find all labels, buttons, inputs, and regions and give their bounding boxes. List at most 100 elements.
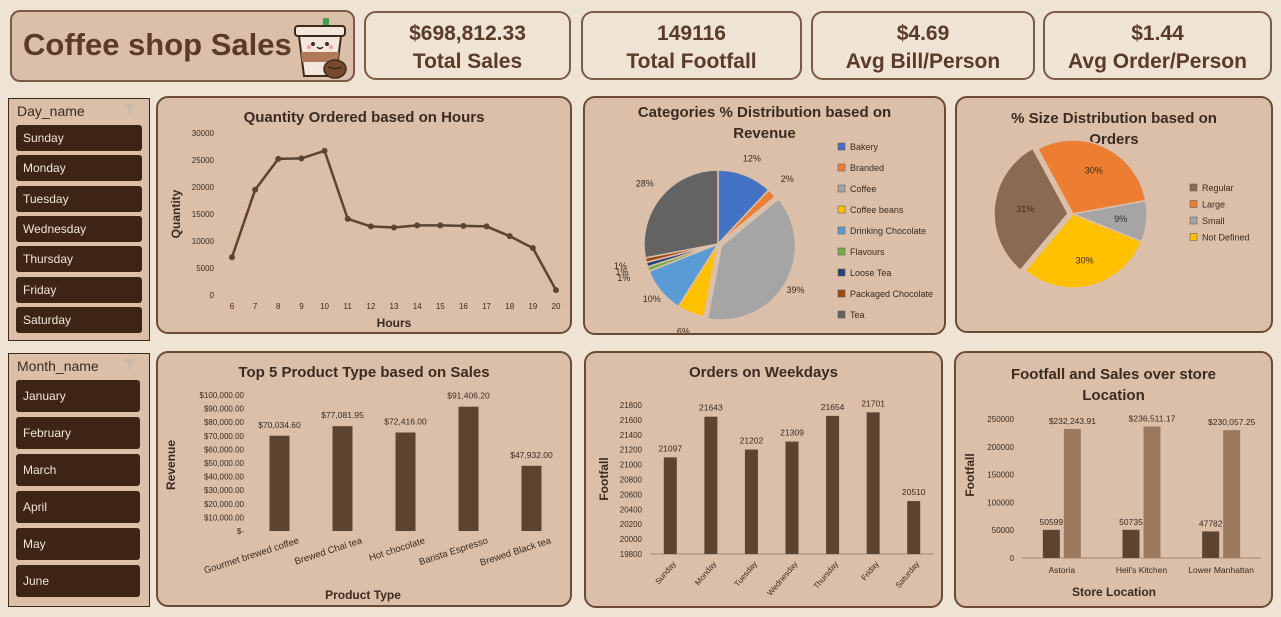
y-tick-label: 20800 [620, 476, 643, 485]
kpi-label: Total Footfall [626, 50, 757, 73]
data-point [506, 233, 513, 240]
chart-title: Footfall and Sales over store Location [1010, 366, 1217, 404]
x-tick-label: Astoria [1049, 565, 1076, 575]
bar [744, 449, 758, 554]
y-tick-label: $90,000.00 [204, 405, 245, 414]
x-tick-label: 14 [413, 302, 422, 311]
hours-chart-svg: 0 5000 10000 15000 20000 25000 30000 6 7 8 9 10 11 12… [169, 129, 561, 330]
y-tick-label: 20200 [620, 520, 643, 529]
data-point [298, 155, 305, 162]
products-bar-chart: Top 5 Product Type based on Sales $- $10,… [156, 351, 572, 607]
y-tick-label: 150000 [987, 471, 1014, 480]
x-tick-label: Wednesday [766, 560, 800, 598]
data-label: 30% [1085, 166, 1103, 176]
y-tick-label: $100,000.00 [200, 391, 245, 400]
legend-label: Coffee beans [850, 205, 904, 215]
x-tick-label: 18 [505, 302, 514, 311]
x-tick-label: 11 [344, 302, 353, 311]
y-axis-label: Footfall [597, 457, 611, 500]
sizes-chart-svg: 31% 30% 9% 30% Regular Large Small Not Defined [993, 139, 1250, 289]
y-tick-label: $50,000.00 [204, 459, 245, 468]
legend-swatch [837, 268, 846, 277]
legend-swatch [1189, 183, 1198, 192]
clear-filter-icon[interactable] [9, 354, 151, 374]
day-slicer: Day_name Sunday Monday Tuesday Wednesday… [8, 98, 150, 341]
slicer-item-march[interactable]: March [16, 454, 140, 486]
legend-label: Tea [850, 310, 865, 320]
slicer-item-thursday[interactable]: Thursday [16, 246, 142, 272]
slicer-item-saturday[interactable]: Saturday [16, 307, 142, 333]
stores-chart-svg: 0 50000 100000 150000 200000 250000 50599 $232,… [963, 413, 1261, 599]
kpi-total-footfall: 149116 Total Footfall [581, 11, 802, 80]
data-label: $72,416.00 [384, 417, 427, 427]
x-tick-label: Sunday [653, 560, 677, 587]
x-tick-label: Saturday [894, 560, 921, 590]
x-tick-label: 8 [276, 302, 281, 311]
kpi-label: Avg Bill/Person [845, 50, 1001, 73]
data-point [414, 222, 421, 229]
data-label: 20510 [902, 487, 926, 497]
coffee-cup-icon [294, 18, 347, 79]
x-tick-label: Gourmet brewed coffee [203, 535, 301, 576]
kpi-value: $1.44 [1131, 22, 1184, 45]
y-tick-label: 15000 [192, 210, 215, 219]
data-label: 50735 [1119, 517, 1143, 527]
y-tick-label: 30000 [192, 129, 215, 138]
pie-slice [643, 169, 719, 259]
kpi-value: $4.69 [896, 22, 950, 45]
y-tick-label: $30,000.00 [204, 486, 245, 495]
slicer-item-april[interactable]: April [16, 491, 140, 523]
x-axis-label: Store Location [1072, 585, 1156, 599]
x-axis-label: Product Type [325, 588, 401, 602]
bar [785, 441, 799, 554]
bar [521, 465, 542, 531]
y-tick-label: 20400 [620, 505, 643, 514]
legend-swatch [1189, 216, 1198, 225]
x-tick-label: Thursday [812, 560, 840, 591]
bar [1042, 529, 1060, 558]
y-tick-label: 21800 [620, 401, 643, 410]
legend-label: Small [1202, 216, 1225, 226]
bar [866, 412, 880, 554]
chart-title: Categories % Distribution based on Reven… [637, 104, 892, 142]
kpi-avg-order: $1.44 Avg Order/Person [1043, 11, 1272, 80]
slicer-item-tuesday[interactable]: Tuesday [16, 186, 142, 212]
x-tick-label: Lower Manhattan [1188, 565, 1254, 575]
x-tick-label: 10 [320, 302, 329, 311]
data-point [391, 224, 397, 231]
data-point [367, 223, 374, 230]
slicer-item-may[interactable]: May [16, 528, 140, 560]
bar [826, 415, 840, 554]
slicer-item-friday[interactable]: Friday [16, 277, 142, 303]
chart-title: % Size Distribution based on Orders [1011, 110, 1217, 148]
data-point [344, 215, 351, 222]
data-label: 39% [786, 285, 804, 295]
data-label: 31% [1016, 204, 1034, 214]
x-tick-label: 7 [253, 302, 258, 311]
y-axis-label: Footfall [963, 453, 977, 496]
bar [1202, 531, 1220, 558]
clear-filter-icon[interactable] [9, 99, 151, 119]
kpi-label: Total Sales [412, 50, 523, 73]
dashboard-title: Coffee shop Sales [23, 27, 292, 62]
slicer-item-june[interactable]: June [16, 565, 140, 597]
kpi-value: 149116 [657, 22, 726, 45]
legend-label: Large [1202, 200, 1225, 210]
slicer-header: Month_name [17, 358, 99, 374]
y-tick-label: $10,000.00 [204, 513, 245, 522]
y-tick-label: 20600 [620, 490, 643, 499]
data-label: 2% [781, 174, 794, 184]
chart-title: Top 5 Product Type based on Sales [238, 364, 490, 381]
slicer-item-february[interactable]: February [16, 417, 140, 449]
y-tick-label: $60,000.00 [204, 445, 245, 454]
slicer-item-january[interactable]: January [16, 380, 140, 412]
bar [907, 501, 921, 554]
data-label: 1% [617, 273, 630, 283]
y-tick-label: 5000 [196, 264, 214, 273]
data-label: 1% [615, 267, 628, 277]
slicer-item-monday[interactable]: Monday [16, 155, 142, 181]
slicer-item-sunday[interactable]: Sunday [16, 125, 142, 151]
data-label: 10% [643, 294, 661, 304]
slicer-item-wednesday[interactable]: Wednesday [16, 216, 142, 242]
hours-line-chart: Quantity Ordered based on Hours 0 5000 100… [156, 96, 572, 334]
